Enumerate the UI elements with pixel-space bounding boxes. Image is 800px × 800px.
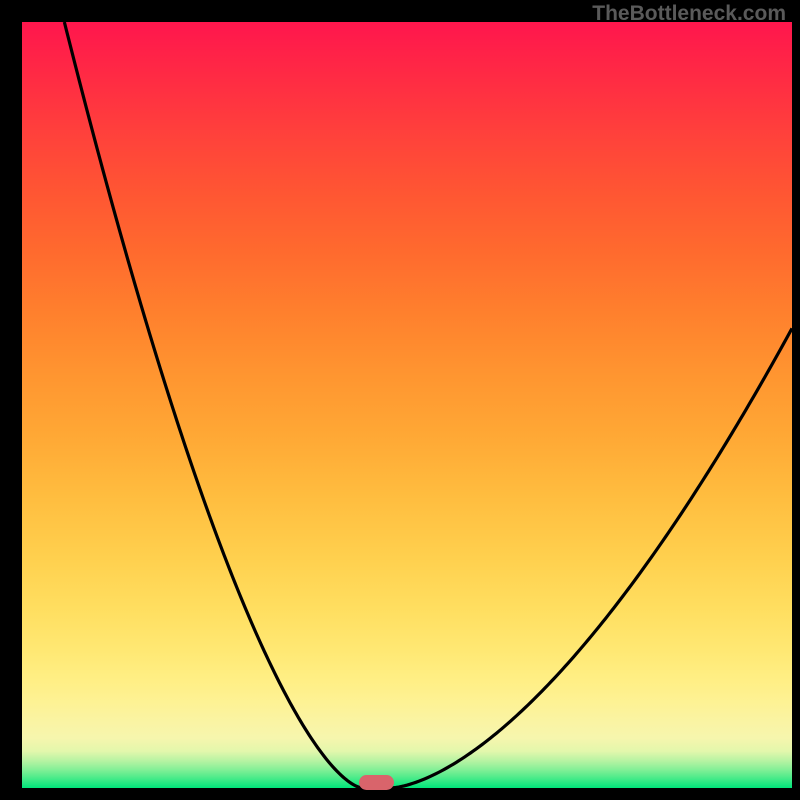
plot-area <box>22 22 792 788</box>
bottleneck-curve <box>64 22 792 788</box>
curve-svg <box>22 22 792 788</box>
optimum-marker <box>359 775 394 790</box>
chart-root: { "canvas": { "width": 800, "height": 80… <box>0 0 800 800</box>
